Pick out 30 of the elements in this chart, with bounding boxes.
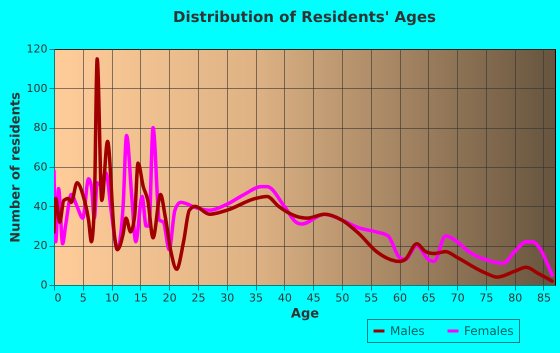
y-tick-label: 20 xyxy=(34,239,48,252)
x-tick-label: 80 xyxy=(508,292,522,304)
x-tick-label: 15 xyxy=(134,292,148,304)
x-axis-title: Age xyxy=(290,306,320,322)
x-tick-label: 55 xyxy=(364,292,378,304)
chart-title: Distribution of Residents' Ages xyxy=(173,8,436,26)
x-tick-label: 45 xyxy=(306,292,321,304)
x-tick-label: 5 xyxy=(80,292,87,304)
x-tick-label: 25 xyxy=(191,292,206,304)
y-axis-title: Number of residents xyxy=(8,92,24,243)
x-tick-label: 85 xyxy=(536,292,551,304)
x-tick-label: 10 xyxy=(105,292,120,304)
x-tick-label: 65 xyxy=(422,292,436,304)
y-tick-label: 60 xyxy=(34,160,48,174)
y-tick-label: 0 xyxy=(40,278,48,292)
x-tick-label: 60 xyxy=(393,292,408,304)
x-tick-label: 70 xyxy=(450,292,465,304)
x-tick-label: 50 xyxy=(335,292,350,304)
y-tick-label: 40 xyxy=(34,200,48,213)
x-tick-label: 40 xyxy=(278,292,292,304)
x-tick-label: 75 xyxy=(479,292,494,304)
x-tick-label: 35 xyxy=(249,292,264,304)
x-tick-label: 0 xyxy=(54,292,62,304)
x-tick-label: 30 xyxy=(220,292,234,304)
legend-label: Males xyxy=(390,324,425,338)
y-tick-label: 100 xyxy=(26,82,48,95)
x-tick-label: 20 xyxy=(162,292,177,304)
y-tick-label: 120 xyxy=(26,42,48,56)
legend-label: Females xyxy=(464,324,514,338)
y-tick-label: 80 xyxy=(34,121,48,134)
